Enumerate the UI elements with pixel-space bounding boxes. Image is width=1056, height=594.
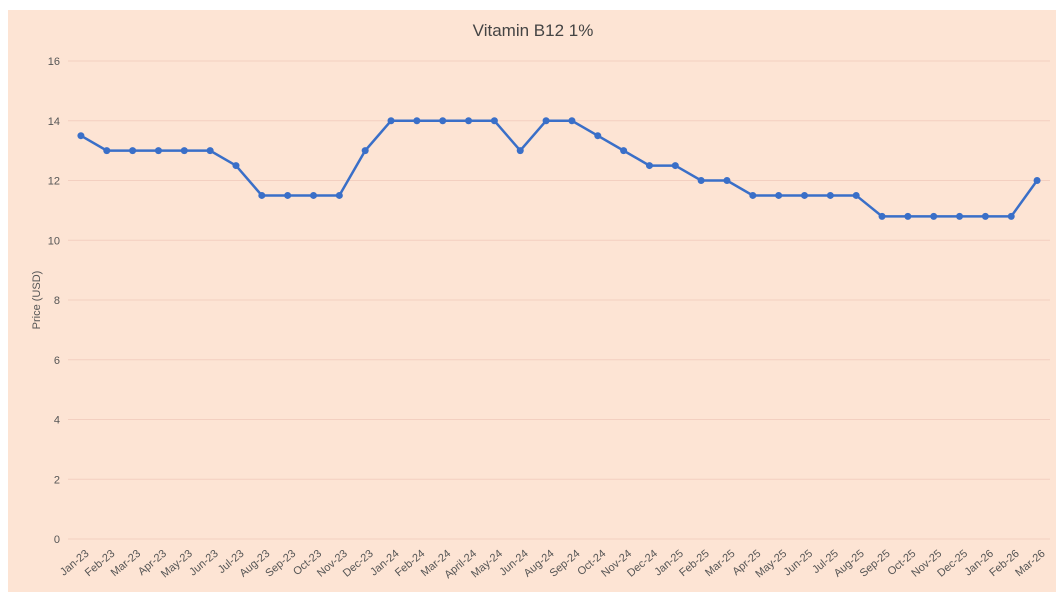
point	[878, 212, 886, 220]
point	[180, 147, 188, 155]
point	[310, 191, 317, 199]
point	[232, 162, 240, 170]
point	[516, 147, 524, 155]
point	[490, 117, 498, 125]
point	[413, 117, 421, 125]
point	[465, 117, 473, 125]
point	[1033, 177, 1041, 184]
point	[103, 147, 111, 155]
y-tick-label: 16	[48, 56, 60, 68]
point	[671, 162, 679, 170]
point	[568, 117, 576, 125]
point	[826, 191, 834, 199]
point	[904, 212, 912, 220]
point	[930, 212, 938, 220]
point	[258, 191, 266, 199]
y-tick-label: 10	[48, 235, 60, 247]
y-tick-label: 2	[54, 474, 60, 486]
point	[749, 191, 757, 199]
point	[284, 191, 292, 199]
point	[206, 147, 214, 155]
y-tick-label: 0	[54, 534, 60, 546]
point	[852, 191, 860, 199]
chart-background	[8, 10, 1056, 592]
point	[723, 177, 731, 184]
point	[981, 212, 989, 220]
point	[361, 147, 369, 155]
chart-title: Vitamin B12 1%	[473, 21, 594, 40]
point	[1007, 212, 1015, 220]
point	[387, 117, 395, 125]
point	[956, 212, 964, 220]
point	[542, 117, 550, 125]
point	[154, 147, 162, 155]
y-tick-label: 6	[54, 355, 60, 367]
y-tick-label: 4	[54, 415, 60, 427]
point	[775, 191, 783, 199]
y-tick-label: 8	[54, 295, 60, 307]
y-axis-label: Price (USD)	[31, 271, 43, 330]
y-tick-label: 14	[48, 116, 60, 128]
point	[439, 117, 447, 125]
point	[620, 147, 628, 155]
point	[129, 147, 137, 155]
point	[645, 162, 653, 170]
point	[697, 177, 705, 184]
point	[335, 191, 343, 199]
y-tick-label: 12	[48, 176, 60, 188]
point	[594, 132, 602, 140]
point	[77, 132, 85, 140]
line	[80, 119, 1039, 218]
point	[801, 191, 808, 199]
